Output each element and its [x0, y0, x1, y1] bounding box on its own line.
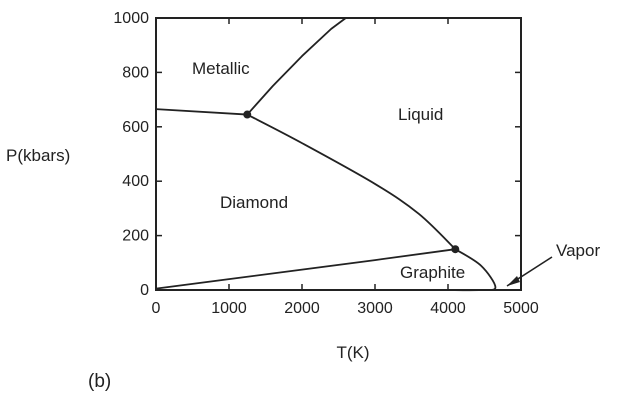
x-tick-label: 5000: [503, 300, 539, 317]
x-tick-label: 1000: [211, 300, 247, 317]
y-axis-label: P(kbars): [6, 146, 70, 165]
y-tick-label: 1000: [113, 10, 149, 27]
vapor-arrow-head: [507, 276, 520, 286]
axis-ticks: 0 1000 2000 3000 4000 5000 0 200 400 600 800 1000: [113, 10, 538, 317]
x-tick-label: 2000: [284, 300, 320, 317]
region-label-liquid: Liquid: [398, 105, 443, 124]
y-tick-label: 400: [122, 173, 149, 190]
phase-boundary-diamond-liquid: [246, 113, 457, 251]
x-axis-label: T(K): [336, 343, 369, 362]
plot-frame: [155, 17, 522, 291]
y-tick-label: 0: [140, 282, 149, 299]
x-tick-label: 4000: [430, 300, 466, 317]
region-label-graphite: Graphite: [400, 263, 465, 282]
x-tick-label: 3000: [357, 300, 393, 317]
panel-label: (b): [88, 371, 111, 392]
phase-boundary-diamond-graphite: [155, 248, 457, 290]
plot-border: [155, 17, 522, 291]
y-tick-label: 200: [122, 228, 149, 245]
triple-point: [243, 110, 252, 119]
phase-boundary-curves: [155, 17, 497, 292]
phase-boundary-metallic-diamond: [155, 108, 249, 116]
region-label-metallic: Metallic: [192, 59, 250, 78]
region-label-diamond: Diamond: [220, 193, 288, 212]
y-tick-label: 800: [122, 64, 149, 81]
triple-point: [451, 245, 460, 254]
x-tick-label: 0: [152, 300, 161, 317]
y-tick-label: 600: [122, 119, 149, 136]
vapor-annotation: Vapor: [556, 241, 600, 260]
phase-boundary-metallic-liquid: [246, 17, 347, 116]
phase-boundary-graphite-liquid: [447, 248, 497, 292]
triple-points: [243, 110, 460, 254]
